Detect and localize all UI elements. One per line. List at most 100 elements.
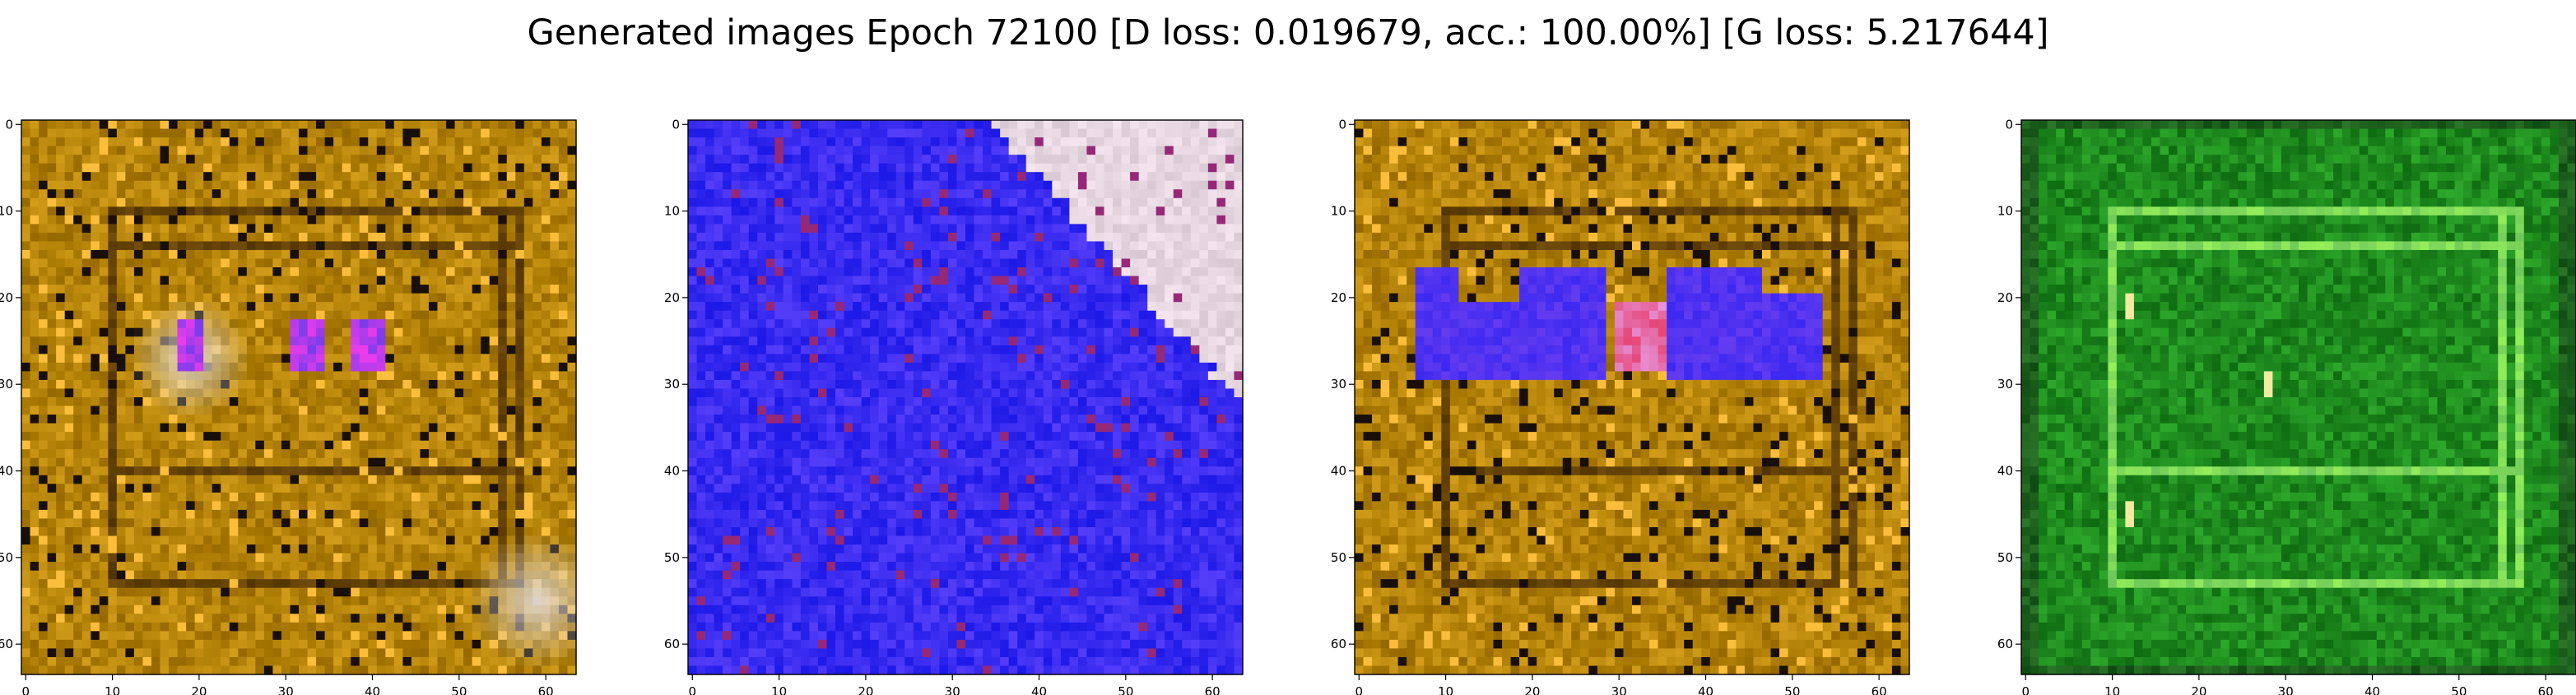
pixel — [429, 371, 438, 380]
pixel — [429, 605, 438, 614]
pixel — [567, 484, 576, 493]
pixel — [272, 276, 281, 285]
pixel — [290, 285, 299, 294]
pixel — [178, 579, 187, 588]
pixel — [697, 198, 706, 207]
pixel — [100, 640, 109, 649]
pixel — [351, 665, 360, 674]
pixel — [238, 527, 247, 536]
pixel — [420, 198, 429, 207]
pixel — [1174, 137, 1183, 146]
pixel — [931, 172, 940, 181]
pixel — [30, 605, 40, 614]
pixel — [48, 640, 57, 649]
pixel — [481, 441, 490, 450]
pixel — [455, 233, 464, 242]
pixel — [203, 518, 212, 527]
pixel — [142, 596, 151, 605]
pixel — [186, 571, 195, 580]
pixel — [385, 164, 394, 173]
pixel — [56, 657, 65, 666]
pixel — [160, 137, 170, 146]
pixel — [255, 432, 264, 441]
pixel — [342, 562, 351, 571]
pixel — [264, 432, 273, 441]
pixel — [550, 129, 559, 138]
pixel — [325, 665, 334, 674]
pixel — [1035, 146, 1044, 155]
pixel — [203, 562, 212, 571]
pixel — [1009, 233, 1018, 242]
pixel — [1009, 224, 1018, 233]
pixel — [429, 501, 438, 510]
pixel — [394, 466, 403, 475]
pixel — [178, 120, 187, 129]
pixel — [30, 380, 40, 389]
pixel — [56, 510, 65, 519]
pixel — [420, 155, 429, 164]
pixel — [21, 406, 30, 415]
pixel — [221, 233, 230, 242]
pixel — [1086, 215, 1095, 225]
pixel — [30, 363, 40, 372]
pixel — [48, 388, 57, 397]
pixel — [1199, 198, 1208, 207]
pixel — [368, 466, 377, 475]
pixel — [142, 493, 151, 502]
pixel — [290, 432, 299, 441]
pixel — [498, 181, 507, 190]
pixel — [394, 493, 403, 502]
pixel — [939, 164, 948, 173]
pixel — [455, 562, 464, 571]
pixel — [385, 371, 394, 380]
pixel — [481, 380, 490, 389]
pixel — [21, 380, 30, 389]
pixel — [705, 155, 714, 164]
pixel — [402, 432, 412, 441]
pixel — [801, 233, 810, 242]
pixel — [39, 363, 48, 372]
pixel — [783, 146, 793, 155]
pixel — [325, 164, 334, 173]
pixel — [264, 276, 273, 285]
pixel — [463, 172, 472, 181]
pixel — [117, 328, 126, 337]
pixel — [481, 345, 490, 354]
pixel — [299, 354, 308, 363]
pixel — [550, 354, 559, 363]
pixel — [39, 631, 48, 640]
pixel — [992, 224, 1001, 233]
pixel — [290, 588, 299, 597]
pixel — [255, 518, 264, 527]
pixel — [91, 233, 100, 242]
pixel — [299, 164, 308, 173]
pixel — [178, 458, 187, 467]
pixel — [281, 294, 291, 303]
pixel — [255, 579, 264, 588]
pixel — [835, 164, 844, 173]
pixel — [186, 388, 195, 397]
pixel — [360, 172, 369, 181]
pixel — [82, 224, 91, 233]
pixel — [134, 294, 143, 303]
pixel — [195, 319, 204, 328]
pixel — [481, 527, 490, 536]
pixel — [472, 354, 481, 363]
pixel — [351, 294, 360, 303]
pixel — [567, 267, 576, 276]
pixel — [160, 640, 170, 649]
pixel — [178, 657, 187, 666]
pixel — [420, 164, 429, 173]
pixel — [559, 484, 568, 493]
pixel — [151, 363, 160, 372]
pixel — [290, 501, 299, 510]
pixel — [125, 215, 134, 225]
pixel — [420, 363, 429, 372]
pixel — [498, 571, 507, 580]
pixel — [1156, 120, 1165, 129]
pixel — [238, 181, 247, 190]
pixel — [39, 397, 48, 406]
pixel — [134, 424, 143, 433]
pixel — [333, 501, 342, 510]
pixel — [255, 371, 264, 380]
